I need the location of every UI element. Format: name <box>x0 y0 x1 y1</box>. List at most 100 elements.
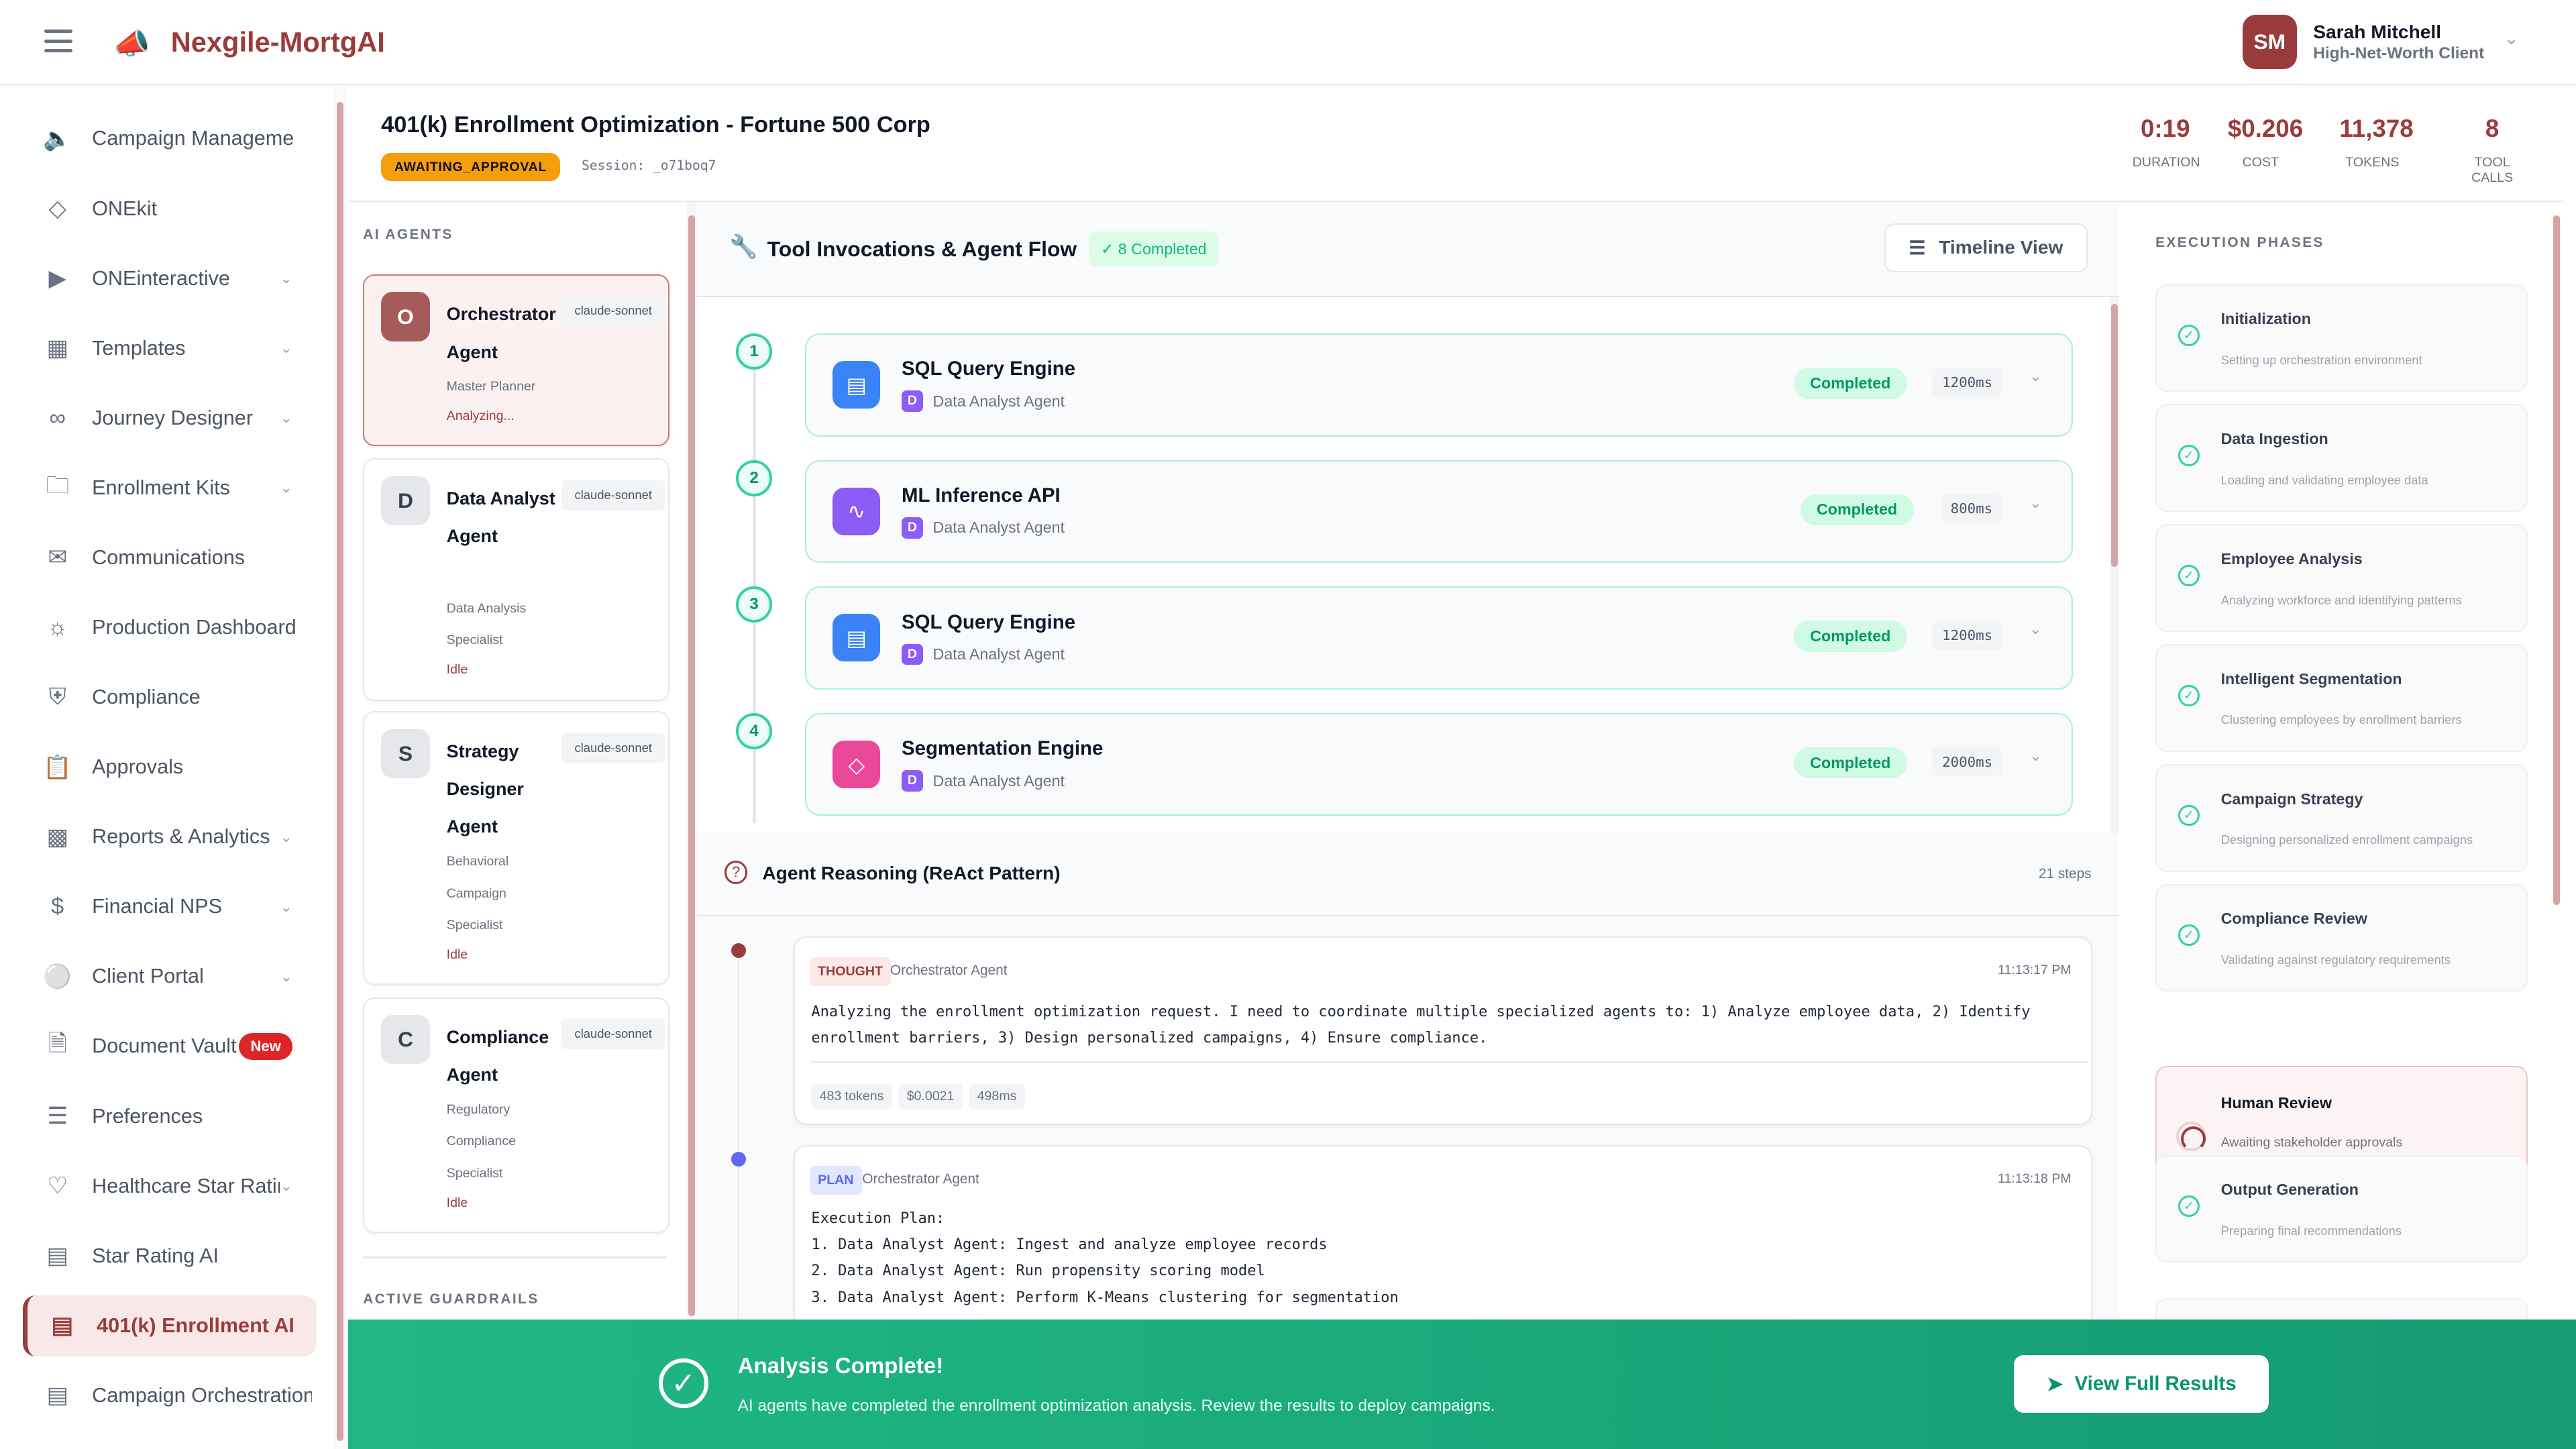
agent-card[interactable]: O Orchestrator Agent claude-sonnet Maste… <box>363 274 670 447</box>
sidebar-item[interactable]: $ Financial NPS ⌄ <box>23 877 312 938</box>
phase-card: ✓ Intelligent Segmentation Clustering em… <box>2155 643 2528 752</box>
sidebar-item[interactable]: ∞ Journey Designer ⌄ <box>23 388 312 449</box>
agent-name: Orchestrator Agent <box>446 304 556 362</box>
step-dot <box>731 1151 746 1167</box>
chevron-down-icon[interactable]: ⌄ <box>280 339 292 357</box>
cost-chip: $0.0021 <box>898 1083 963 1110</box>
sidebar-item[interactable]: ⚪ Client Portal ⌄ <box>23 947 312 1008</box>
sidebar-item[interactable]: ✉ Communications <box>23 527 312 588</box>
chevron-down-icon[interactable]: ⌄ <box>280 479 292 496</box>
model-badge: claude-sonnet <box>561 732 665 764</box>
avatar[interactable]: SM <box>2242 15 2297 69</box>
sidebar-item[interactable]: ▶ ONEinteractive ⌄ <box>23 248 312 309</box>
guardrails-heading: ACTIVE GUARDRAILS <box>363 1291 539 1307</box>
sidebar-item[interactable]: ▤ Campaign Orchestration <box>23 1365 313 1426</box>
chevron-down-icon[interactable]: ⌄ <box>2504 28 2519 48</box>
chevron-down-icon[interactable]: ⌄ <box>280 409 292 427</box>
agent-name: Strategy Designer Agent <box>446 741 524 837</box>
phase-card: ✓ Compliance Review Validating against r… <box>2155 883 2528 992</box>
chevron-down-icon[interactable]: ⌄ <box>280 967 292 985</box>
sidebar-item[interactable]: ▩ Reports & Analytics ⌄ <box>23 806 312 867</box>
check-circle-icon: ✓ <box>2178 1195 2200 1218</box>
phase-name: Intelligent Segmentation <box>2220 669 2402 688</box>
chevron-down-icon[interactable]: ⌄ <box>280 1177 292 1195</box>
stat-label: TOKENS <box>2345 154 2400 170</box>
reasoning-heading: Agent Reasoning (ReAct Pattern) <box>762 862 1061 883</box>
view-full-results-button[interactable]: ➤ View Full Results <box>2014 1355 2269 1413</box>
agent-initial: D <box>902 517 923 539</box>
status-badge: Completed <box>1800 494 1914 526</box>
phase-name: Employee Analysis <box>2220 549 2363 568</box>
phase-name: Compliance Review <box>2220 910 2367 928</box>
duration-badge: 2000ms <box>1932 747 2002 777</box>
sidebar-item[interactable]: ⛨ Compliance <box>23 667 312 728</box>
app-logo[interactable]: Nexgile-MortgAI <box>170 26 385 58</box>
sidebar-item-label: 401(k) Enrollment AI <box>97 1313 294 1337</box>
sidebar-item-label: ONEkit <box>92 197 158 220</box>
tool-agent: D Data Analyst Agent <box>902 770 1065 792</box>
mail-icon: ✉ <box>48 545 68 571</box>
tool-card[interactable]: ▤ SQL Query Engine D Data Analyst Agent C… <box>805 333 2073 437</box>
sidebar-item[interactable]: ▦ Templates ⌄ <box>23 318 312 379</box>
agent-status: Idle <box>446 1195 468 1210</box>
steps-count: 21 steps <box>2038 865 2092 881</box>
sidebar-item-label: ONEinteractive <box>92 266 230 290</box>
phases-scrollbar[interactable] <box>2550 202 2563 1319</box>
tool-card[interactable]: ▤ SQL Query Engine D Data Analyst Agent C… <box>805 586 2073 690</box>
sidebar-item[interactable]: 🗎 Document Vault New <box>23 1016 312 1077</box>
chevron-down-icon[interactable]: ⌄ <box>2029 494 2042 511</box>
sidebar-item[interactable]: ☼ Production Dashboard <box>23 597 312 658</box>
chevron-down-icon[interactable]: ⌄ <box>280 270 292 287</box>
heart-pulse-icon: ♡ <box>47 1173 68 1199</box>
timeline-view-button[interactable]: ☰ Timeline View <box>1884 223 2088 272</box>
chevron-down-icon[interactable]: ⌄ <box>2029 621 2042 638</box>
divider <box>348 200 2563 203</box>
phase-desc: Designing personalized enrollment campai… <box>2220 833 2473 847</box>
sidebar-item-label: Production Dashboard <box>92 616 297 639</box>
phases-panel: EXECUTION PHASES ✓ Initialization Settin… <box>2135 202 2546 1350</box>
sidebar-item[interactable]: 📋 Approvals <box>23 737 312 798</box>
agent-initial: D <box>902 643 923 665</box>
agent-status: Idle <box>446 662 468 678</box>
sidebar-item[interactable]: ◇ ONEkit <box>23 178 312 239</box>
agents-scrollbar[interactable] <box>686 202 697 1320</box>
agent-card[interactable]: D Data Analyst Agent claude-sonnet Data … <box>363 458 670 701</box>
bar-chart-icon: ▩ <box>46 824 68 850</box>
check-circle-icon: ✓ <box>2178 325 2200 347</box>
tool-card[interactable]: ◇ Segmentation Engine D Data Analyst Agen… <box>805 712 2073 816</box>
agent-name: Data Analyst Agent <box>446 488 555 546</box>
agent-status: Idle <box>446 947 468 963</box>
tool-name: ML Inference API <box>902 484 1061 506</box>
tool-name: Segmentation Engine <box>902 737 1104 760</box>
shield-icon: ⛨ <box>48 684 66 710</box>
agent-card[interactable]: S Strategy Designer Agent claude-sonnet … <box>363 711 670 985</box>
chevron-down-icon[interactable]: ⌄ <box>280 898 292 915</box>
agent-name: Data Analyst Agent <box>932 771 1065 790</box>
tool-list: 1 ▤ SQL Query Engine D Data Analyst Agent… <box>696 297 2110 833</box>
check-circle-icon: ✓ <box>2178 564 2200 586</box>
tool-name: SQL Query Engine <box>902 610 1076 633</box>
tool-agent: D Data Analyst Agent <box>902 390 1065 413</box>
menu-icon[interactable] <box>44 30 72 59</box>
sidebar-scrollbar[interactable] <box>333 85 347 1449</box>
chevron-down-icon[interactable]: ⌄ <box>2029 368 2042 385</box>
sidebar-item[interactable]: ▤ 401(k) Enrollment AI <box>23 1295 317 1356</box>
reasoning-text: Analyzing the enrollment optimization re… <box>811 999 2030 1051</box>
sidebar-item[interactable]: 🗀 Enrollment Kits ⌄ <box>23 458 312 519</box>
reasoning-agent: Orchestrator Agent <box>862 1171 979 1187</box>
sidebar-item[interactable]: ☰ Preferences <box>23 1086 312 1147</box>
chevron-down-icon[interactable]: ⌄ <box>2029 747 2042 764</box>
agent-name: Data Analyst Agent <box>932 392 1065 410</box>
agent-card[interactable]: C Compliance Agent claude-sonnet Regulat… <box>363 997 670 1234</box>
sidebar-item[interactable]: ▤ Star Rating AI <box>23 1226 312 1287</box>
tool-card[interactable]: ∿ ML Inference API D Data Analyst Agent C… <box>805 460 2073 564</box>
chevron-down-icon[interactable]: ⌄ <box>280 828 292 845</box>
model-badge: claude-sonnet <box>561 479 665 511</box>
share-nodes-icon: ∞ <box>49 405 66 431</box>
phase-desc: Clustering employees by enrollment barri… <box>2220 712 2462 727</box>
tools-scrollbar[interactable] <box>2109 297 2120 833</box>
sidebar-item[interactable]: ♡ Healthcare Star Ratings ⌄ <box>23 1156 312 1217</box>
duration-badge: 1200ms <box>1932 368 2002 397</box>
sidebar-item[interactable]: 🔈 Campaign Manageme <box>23 109 312 170</box>
phase-desc: Analyzing workforce and identifying patt… <box>2220 592 2462 607</box>
